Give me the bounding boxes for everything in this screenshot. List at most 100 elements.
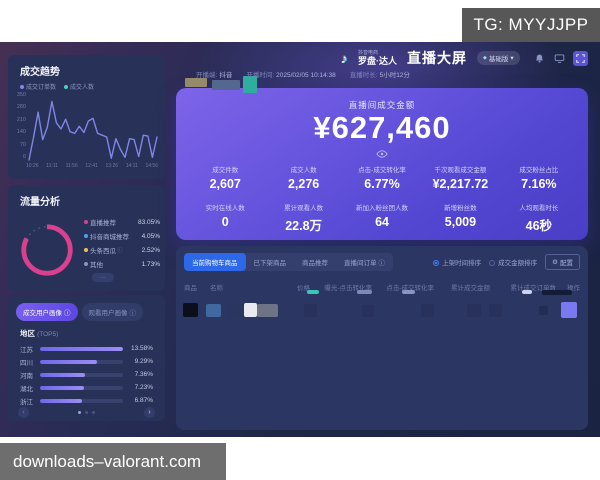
legend-dot-buyers (64, 85, 69, 89)
stat: 实时在线人数 0 (205, 205, 245, 229)
douyin-logo-icon: ♪ (340, 50, 348, 66)
platform-value: 抖音 (219, 72, 233, 79)
diamond-icon: ◆ (483, 55, 487, 61)
blurred-cell (467, 304, 481, 317)
watermark-bottom-box: downloads–valorant.com (0, 443, 226, 480)
watermark-bottom-text: downloads–valorant.com (13, 451, 202, 471)
legend-dot (84, 234, 88, 238)
col-price: 价格 (297, 285, 310, 292)
start-time-value: 2025/02/05 10:14:38 (276, 72, 336, 79)
blurred-cell (304, 304, 317, 317)
portrait-card: 成交用户画像 ⓘ 观看用户画像 ⓘ 地区 (TOP5) 江苏 13.58% (8, 295, 165, 421)
stat: 累计观看人数 22.8万 (284, 205, 324, 233)
bell-icon[interactable] (533, 52, 546, 65)
stat: 人均观看时长 46秒 (519, 205, 559, 233)
start-time-label: 开播时间: (246, 72, 275, 79)
pager-dot[interactable] (85, 411, 88, 414)
legend-dot (84, 220, 88, 224)
traffic-donut-chart (21, 224, 73, 276)
blurred-cell (489, 304, 502, 317)
page-title: 直播大屏 (407, 50, 467, 66)
traffic-card: 流量分析 直播推荐 83.05% 抖音商城推荐 4.05% 头条西 (8, 185, 165, 291)
tab-deal-user-portrait[interactable]: 成交用户画像 ⓘ (16, 303, 78, 321)
blurred-cell (539, 306, 548, 315)
blurred-cell (561, 302, 577, 318)
trend-legend: 成交订单数 成交人数 (20, 82, 94, 91)
blurred-cell (362, 305, 374, 317)
version-badge-label: 基础版 (488, 56, 509, 63)
pager-next-button[interactable]: › (144, 407, 155, 418)
stream-thumb (185, 78, 207, 87)
stat: 千次观看成交金额 ¥2,217.72 (432, 167, 489, 191)
col-exposure-click: 曝光-点击转化率 (324, 285, 372, 292)
tab-removed-products[interactable]: 已下架商品 (253, 260, 287, 267)
stat: 新增粉丝数 5,009 (444, 205, 477, 229)
product-tabs: 当前购物车商品 已下架商品 商品推荐 直播间订单 ⓘ (184, 253, 393, 271)
col-product: 商品 (184, 285, 197, 292)
sort-by-amount[interactable]: 成交金额排序 (489, 257, 537, 267)
header-actions (533, 51, 588, 66)
blurred-cell (244, 303, 257, 317)
stat: 成交粉丝占比 7.16% (519, 167, 559, 191)
portrait-pager: ‹ › (18, 407, 155, 418)
region-row: 四川 9.29% (20, 358, 153, 367)
config-button[interactable]: ⚙ 配置 (545, 254, 580, 270)
legend-dot (84, 262, 88, 266)
pager-prev-button[interactable]: ‹ (18, 407, 29, 418)
watermark-top-box: TG: MYYJJPP (462, 8, 600, 42)
radio-icon (489, 260, 496, 267)
pager-dot[interactable] (78, 411, 81, 414)
blurred-cell (229, 304, 244, 317)
platform-small-label: 抖音电商 (358, 49, 379, 56)
tab-current-cart[interactable]: 当前购物车商品 (184, 253, 246, 271)
tab-view-user-portrait[interactable]: 观看用户画像 ⓘ (81, 303, 143, 321)
kpi-stats-row1: 成交件数 2,607 成交人数 2,276 点击-成交转化率 6.77% 千次观看成交… (186, 164, 578, 191)
trend-title: 成交趋势 (20, 67, 60, 78)
tab-live-orders[interactable]: 直播间订单 ⓘ (336, 253, 393, 271)
col-click-deal: 点击-成交转化率 (386, 285, 434, 292)
stream-meta: 开播端: 抖音 开播时间: 2025/02/05 10:14:38 直播时长: 5小时… (196, 69, 410, 79)
stat: 成交件数 2,607 (209, 167, 241, 191)
info-icon: ⓘ (129, 310, 137, 317)
watermark-top-text: TG: MYYJJPP (473, 15, 589, 34)
brand-name: 罗盘·达人 (358, 55, 397, 66)
legend-buyers-label: 成交人数 (70, 85, 95, 91)
blurred-cell (206, 304, 221, 317)
blurred-cell (421, 304, 434, 317)
col-action: 操作 (567, 285, 580, 292)
traffic-legend: 直播推荐 83.05% 抖音商城推荐 4.05% 头条西瓜 ⓘ 2.52% 其他 (84, 215, 160, 271)
duration-value: 5小时12分 (379, 72, 410, 79)
region-row: 江苏 13.58% (20, 345, 153, 354)
monitor-icon[interactable] (553, 52, 566, 65)
legend-dot-orders (20, 85, 24, 89)
col-name: 名称 (210, 285, 223, 292)
fullscreen-button[interactable] (573, 51, 588, 66)
blurred-row (176, 246, 588, 430)
version-badge[interactable]: ◆ 基础版 ▾ (477, 51, 520, 65)
sort-by-shelf-time[interactable]: 上架时间排序 (433, 257, 481, 267)
stat: 新加入粉丝团人数 64 (356, 205, 409, 229)
trend-x-axis: 10:26 11:11 11:56 12:41 13:26 14:11 14:5… (26, 163, 158, 169)
trend-card: 成交趋势 成交订单数 成交人数 350 280 210 140 70 0 10:… (8, 55, 165, 179)
traffic-item: 头条西瓜 ⓘ 2.52% (84, 243, 160, 257)
blurred-cell (183, 303, 198, 317)
duration-label: 直播时长: (349, 72, 378, 79)
tab-product-recommend[interactable]: 商品推荐 (302, 260, 328, 267)
products-panel: 当前购物车商品 已下架商品 商品推荐 直播间订单 ⓘ 上架时间排序 成交金额排序 … (176, 246, 588, 430)
traffic-item: 其他 1.73% (84, 257, 160, 271)
region-row: 河南 7.36% (20, 371, 153, 380)
header: ♪ 抖音电商 罗盘·达人 直播大屏 ◆ 基础版 ▾ (336, 48, 520, 68)
pager-dot[interactable] (92, 411, 95, 414)
legend-orders-label: 成交订单数 (26, 85, 57, 91)
table-header: 商品 名称 价格 曝光-点击转化率 点击-成交转化率 累计成交金额 累计成交订单… (184, 282, 580, 292)
info-icon: ⓘ (378, 260, 386, 267)
kpi-card: 直播间成交金额 ¥627,460 成交件数 2,607 成交人数 2,276 点击-… (176, 88, 588, 240)
info-icon: ⓘ (64, 310, 71, 317)
traffic-more-button[interactable]: ··· (92, 273, 114, 282)
blurred-cell (257, 304, 278, 317)
radio-icon (433, 260, 440, 267)
col-total-amount: 累计成交金额 (451, 285, 490, 292)
portrait-tabs: 成交用户画像 ⓘ 观看用户画像 ⓘ (16, 303, 143, 321)
eye-icon[interactable] (176, 150, 588, 158)
